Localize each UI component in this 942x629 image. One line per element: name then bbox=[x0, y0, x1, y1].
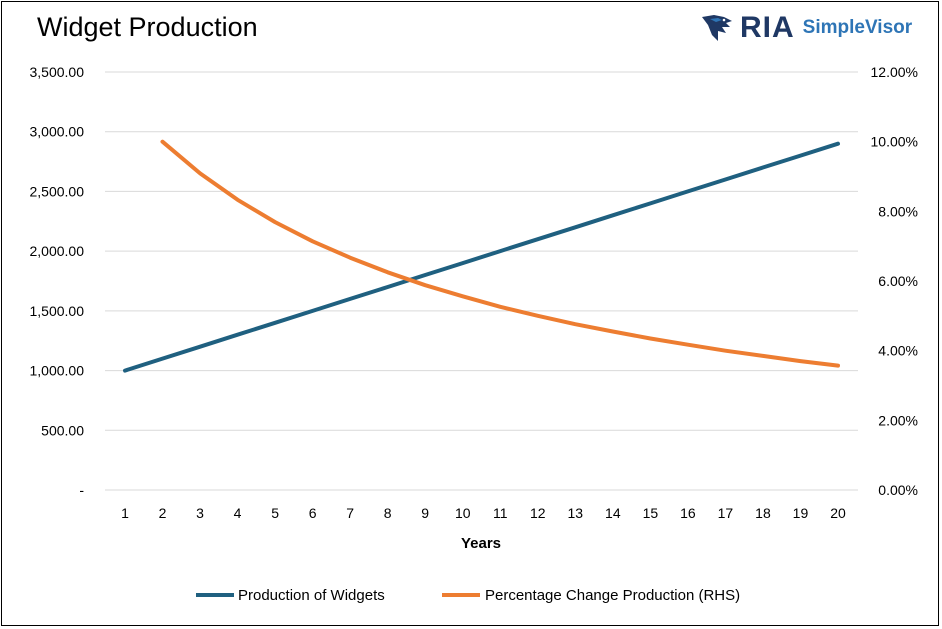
x-axis-tick-label: 19 bbox=[793, 505, 809, 521]
left-axis-ticks: - 500.00 1,000.00 1,500.00 2,000.00 2,500.00 3… bbox=[30, 64, 85, 498]
right-axis-tick-label: 0.00% bbox=[878, 482, 918, 498]
left-axis-tick-label: 3,000.00 bbox=[30, 124, 85, 140]
x-axis-tick-label: 16 bbox=[680, 505, 696, 521]
right-axis-tick-label: 6.00% bbox=[878, 273, 918, 289]
left-axis-tick-label: 2,500.00 bbox=[30, 183, 85, 199]
gridlines bbox=[105, 71, 858, 491]
x-axis-tick-label: 5 bbox=[271, 505, 279, 521]
chart-title: Widget Production bbox=[37, 12, 258, 42]
series-line-2 bbox=[160, 139, 840, 368]
left-axis-tick-label: 2,000.00 bbox=[30, 243, 85, 259]
left-axis-tick-label: 500.00 bbox=[41, 422, 84, 438]
left-axis-tick-label: 1,500.00 bbox=[30, 303, 85, 319]
x-axis-tick-label: 7 bbox=[346, 505, 354, 521]
left-axis-tick-label: - bbox=[79, 482, 84, 498]
x-axis-tick-label: 14 bbox=[605, 505, 621, 521]
x-axis-tick-label: 1 bbox=[121, 505, 129, 521]
brand-logo: RIA SimpleVisor bbox=[700, 8, 912, 48]
series-line-1 bbox=[123, 141, 840, 373]
right-axis-tick-label: 2.00% bbox=[878, 412, 918, 428]
x-axis-tick-label: 18 bbox=[755, 505, 771, 521]
series-lines bbox=[123, 139, 840, 373]
brand-ria-text: RIA bbox=[740, 11, 795, 44]
right-axis-tick-label: 4.00% bbox=[878, 343, 918, 359]
right-axis-ticks: 0.00% 2.00% 4.00% 6.00% 8.00% 10.00% 12.00% bbox=[871, 64, 918, 498]
left-axis-tick-label: 1,000.00 bbox=[30, 363, 85, 379]
legend: Production of Widgets Percentage Change P… bbox=[196, 587, 740, 604]
x-axis-tick-label: 2 bbox=[159, 505, 167, 521]
x-axis-tick-label: 4 bbox=[234, 505, 242, 521]
left-axis-tick-label: 3,500.00 bbox=[30, 64, 85, 80]
legend-label: Production of Widgets bbox=[238, 587, 385, 604]
x-axis-ticks: 1 2 3 4 5 6 7 8 9 10 11 12 13 14 15 16 17 18 19 20 bbox=[121, 505, 846, 521]
right-axis-tick-label: 12.00% bbox=[871, 64, 918, 80]
right-axis-tick-label: 10.00% bbox=[871, 134, 918, 150]
x-axis-tick-label: 15 bbox=[643, 505, 659, 521]
eagle-icon bbox=[702, 15, 732, 41]
x-axis-tick-label: 9 bbox=[421, 505, 429, 521]
brand-simplevisor-text: SimpleVisor bbox=[802, 17, 913, 38]
x-axis-tick-label: 20 bbox=[830, 505, 846, 521]
x-axis-tick-label: 3 bbox=[196, 505, 204, 521]
x-axis-tick-label: 10 bbox=[455, 505, 471, 521]
x-axis-tick-label: 8 bbox=[384, 505, 392, 521]
right-axis-tick-label: 8.00% bbox=[878, 203, 918, 219]
legend-label: Percentage Change Production (RHS) bbox=[485, 587, 740, 604]
x-axis-tick-label: 11 bbox=[493, 505, 508, 521]
x-axis-label: Years bbox=[461, 535, 501, 552]
x-axis-tick-label: 12 bbox=[530, 505, 546, 521]
x-axis-tick-label: 13 bbox=[568, 505, 584, 521]
x-axis-tick-label: 17 bbox=[718, 505, 734, 521]
x-axis-tick-label: 6 bbox=[309, 505, 317, 521]
